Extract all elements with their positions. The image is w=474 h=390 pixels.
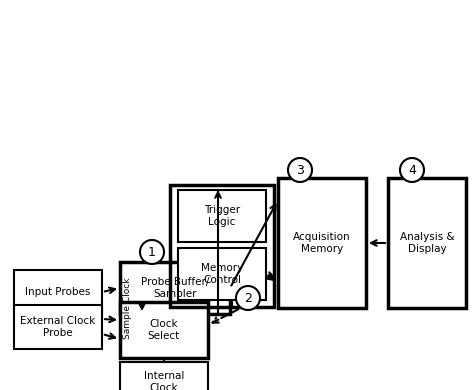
FancyBboxPatch shape bbox=[388, 178, 466, 308]
FancyBboxPatch shape bbox=[120, 262, 230, 314]
FancyBboxPatch shape bbox=[120, 302, 208, 358]
Circle shape bbox=[236, 286, 260, 310]
Text: Trigger
Logic: Trigger Logic bbox=[204, 205, 240, 227]
Text: 1: 1 bbox=[148, 245, 156, 259]
FancyBboxPatch shape bbox=[178, 190, 266, 242]
Text: Analysis &
Display: Analysis & Display bbox=[400, 232, 454, 254]
Text: Acquisition
Memory: Acquisition Memory bbox=[293, 232, 351, 254]
Text: Internal
Clock
Generator: Internal Clock Generator bbox=[137, 371, 191, 390]
Circle shape bbox=[400, 158, 424, 182]
FancyBboxPatch shape bbox=[278, 178, 366, 308]
FancyBboxPatch shape bbox=[178, 248, 266, 300]
Text: 4: 4 bbox=[408, 163, 416, 177]
Circle shape bbox=[288, 158, 312, 182]
FancyBboxPatch shape bbox=[14, 305, 102, 349]
Text: Clock
Select: Clock Select bbox=[148, 319, 180, 341]
Text: 3: 3 bbox=[296, 163, 304, 177]
FancyBboxPatch shape bbox=[120, 362, 208, 390]
Text: External Clock
Probe: External Clock Probe bbox=[20, 316, 96, 338]
Circle shape bbox=[140, 240, 164, 264]
Text: Sample Clock: Sample Clock bbox=[124, 277, 133, 339]
Text: Input Probes: Input Probes bbox=[25, 287, 91, 297]
FancyBboxPatch shape bbox=[14, 270, 102, 314]
Text: Memory
Control: Memory Control bbox=[201, 263, 243, 285]
Text: Probe Buffer/
Sampler: Probe Buffer/ Sampler bbox=[141, 277, 209, 299]
Text: 2: 2 bbox=[244, 291, 252, 305]
